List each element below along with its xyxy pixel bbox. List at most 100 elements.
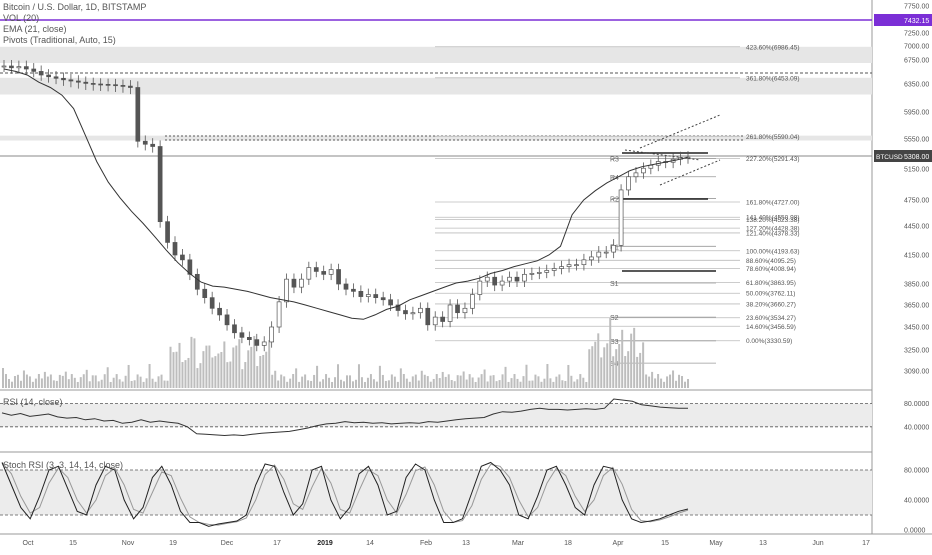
volume-bar [313, 374, 316, 388]
volume-bar [600, 357, 603, 388]
volume-bar [292, 374, 295, 388]
volume-bar [328, 377, 331, 388]
shaded-band [0, 135, 872, 141]
volume-bar [531, 380, 534, 388]
chart-title: Bitcoin / U.S. Dollar, 1D, BITSTAMP [3, 2, 147, 12]
candle-body [507, 276, 512, 282]
volume-bar [429, 381, 432, 388]
volume-bar [241, 369, 244, 388]
volume-bar [301, 376, 304, 388]
volume-bar [175, 351, 178, 388]
shaded-band [0, 77, 872, 95]
volume-bar [70, 374, 73, 388]
volume-bar [127, 364, 130, 388]
volume-bar [115, 374, 118, 388]
trend-line [624, 149, 701, 161]
volume-bar [196, 368, 199, 388]
candle-body [410, 312, 416, 315]
x-tick-label: 17 [273, 540, 281, 547]
volume-bar [348, 375, 351, 388]
rsi-tick-label: 80.0000 [904, 401, 929, 408]
volume-bar [250, 346, 253, 388]
rsi-band [0, 403, 872, 427]
volume-bar [307, 380, 310, 388]
volume-bar [148, 364, 151, 388]
volume-bar [193, 338, 196, 388]
volume-bar [22, 370, 25, 388]
volume-bar [660, 378, 663, 388]
volume-bar [351, 381, 354, 388]
volume-bar [319, 381, 322, 388]
pivot-label: S2 [610, 315, 619, 322]
volume-bar [423, 374, 426, 388]
candle-body [395, 304, 401, 311]
volume-bar [202, 351, 205, 388]
volume-bar [441, 371, 444, 388]
volume-bar [375, 381, 378, 388]
volume-bar [618, 343, 621, 388]
candle-body [380, 297, 386, 301]
volume-bar [675, 380, 678, 388]
volume-bar [525, 364, 528, 388]
volume-bar [256, 366, 259, 388]
volume-bar [447, 374, 450, 388]
volume-bar [169, 346, 172, 388]
candle-body [16, 66, 22, 69]
volume-bar [510, 378, 513, 388]
volume-bar [310, 380, 313, 388]
volume-bar [459, 375, 462, 388]
volume-bar [226, 362, 229, 388]
x-tick-label: Oct [23, 540, 34, 547]
y-tick-label: 4750.00 [904, 198, 929, 205]
candle-body [120, 85, 126, 87]
y-tick-label: 3450.00 [904, 325, 929, 332]
y-tick-label: 3090.00 [904, 369, 929, 376]
current-symbol-tag: BTCUSD [876, 154, 903, 161]
candle-body [90, 83, 96, 85]
candle-body [68, 79, 74, 82]
volume-bar [46, 376, 49, 388]
current-price-tag-text: 5308.00 [904, 154, 929, 161]
volume-bar [316, 365, 319, 388]
candle-body [440, 316, 446, 322]
candle-body [276, 301, 282, 328]
candle-body [417, 307, 423, 314]
volume-bar [543, 378, 546, 388]
candle-body [306, 267, 312, 280]
volume-bar [2, 368, 4, 388]
volume-bar [357, 364, 360, 388]
candle-body [128, 85, 133, 88]
volume-bar [229, 361, 232, 388]
volume-bar [271, 374, 274, 388]
volume-bar [492, 375, 495, 388]
volume-bar [684, 381, 687, 388]
y-tick-label: 5950.00 [904, 110, 929, 117]
volume-bar [534, 374, 537, 388]
volume-bar [4, 374, 7, 388]
volume-bar [558, 374, 561, 388]
volume-bar [606, 343, 609, 388]
volume-bar [564, 380, 567, 388]
volume-bar [669, 374, 672, 388]
volume-bar [97, 381, 100, 388]
candle-body [388, 299, 393, 306]
volume-bar [468, 374, 471, 388]
candle-body [447, 304, 453, 322]
x-tick-label: Nov [122, 540, 135, 547]
volume-bar [136, 374, 139, 388]
candle-body [61, 77, 66, 81]
fib-label: 361.80%(6453.09) [746, 75, 800, 82]
volume-bar [612, 356, 615, 388]
volume-bar [465, 379, 468, 388]
candle-body [217, 307, 222, 316]
volume-bar [187, 357, 190, 388]
volume-bar [343, 381, 346, 388]
candle-body [31, 68, 37, 72]
volume-bar [253, 335, 256, 388]
volume-bar [199, 363, 202, 388]
volume-bar [513, 374, 516, 388]
fib-label: 423.60%(6986.45) [746, 44, 800, 51]
y-tick-label: 4150.00 [904, 253, 929, 260]
volume-bar [178, 342, 181, 388]
volume-bar [405, 378, 408, 388]
